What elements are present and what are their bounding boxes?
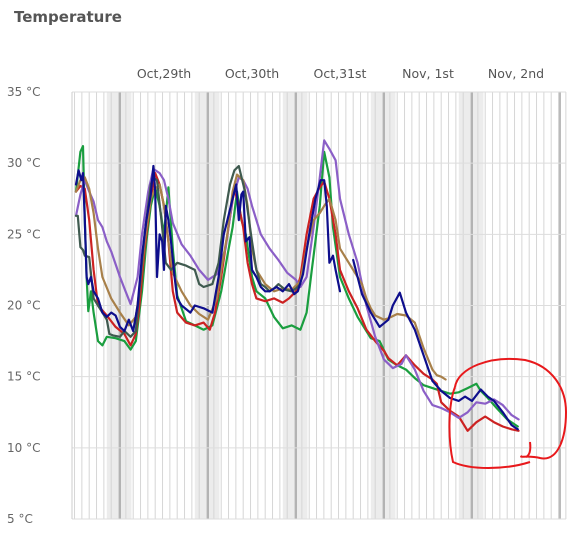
series-line-6 (74, 164, 342, 333)
y-axis-labels: 35 °C 30 °C 25 °C 20 °C 15 °C 10 °C 5 °C (7, 85, 40, 526)
series-line-7 (352, 258, 519, 431)
x-tick-label: Oct,30th (225, 66, 279, 81)
chart-title: Temperature (14, 8, 122, 26)
y-tick-label: 5 °C (7, 512, 33, 526)
x-tick-label: Nov, 1st (402, 66, 454, 81)
y-tick-label: 25 °C (7, 227, 40, 241)
x-tick-label: Oct,31st (314, 66, 367, 81)
series-lines (74, 139, 520, 432)
red-circle-annotation (448, 358, 568, 469)
y-tick-label: 20 °C (7, 299, 40, 313)
grid-lines (71, 91, 567, 520)
x-tick-label: Nov, 2nd (488, 66, 544, 81)
y-tick-label: 10 °C (7, 441, 40, 455)
annotation-circle-stroke (448, 358, 568, 469)
series-line-3 (74, 139, 520, 421)
x-axis-labels: Oct,29th Oct,30th Oct,31st Nov, 1st Nov, 2nd (137, 66, 544, 81)
y-tick-label: 15 °C (7, 370, 40, 384)
y-tick-label: 30 °C (7, 156, 40, 170)
x-tick-label: Oct,29th (137, 66, 191, 81)
y-tick-label: 35 °C (7, 85, 40, 99)
annotation-hook-stroke (525, 441, 532, 458)
